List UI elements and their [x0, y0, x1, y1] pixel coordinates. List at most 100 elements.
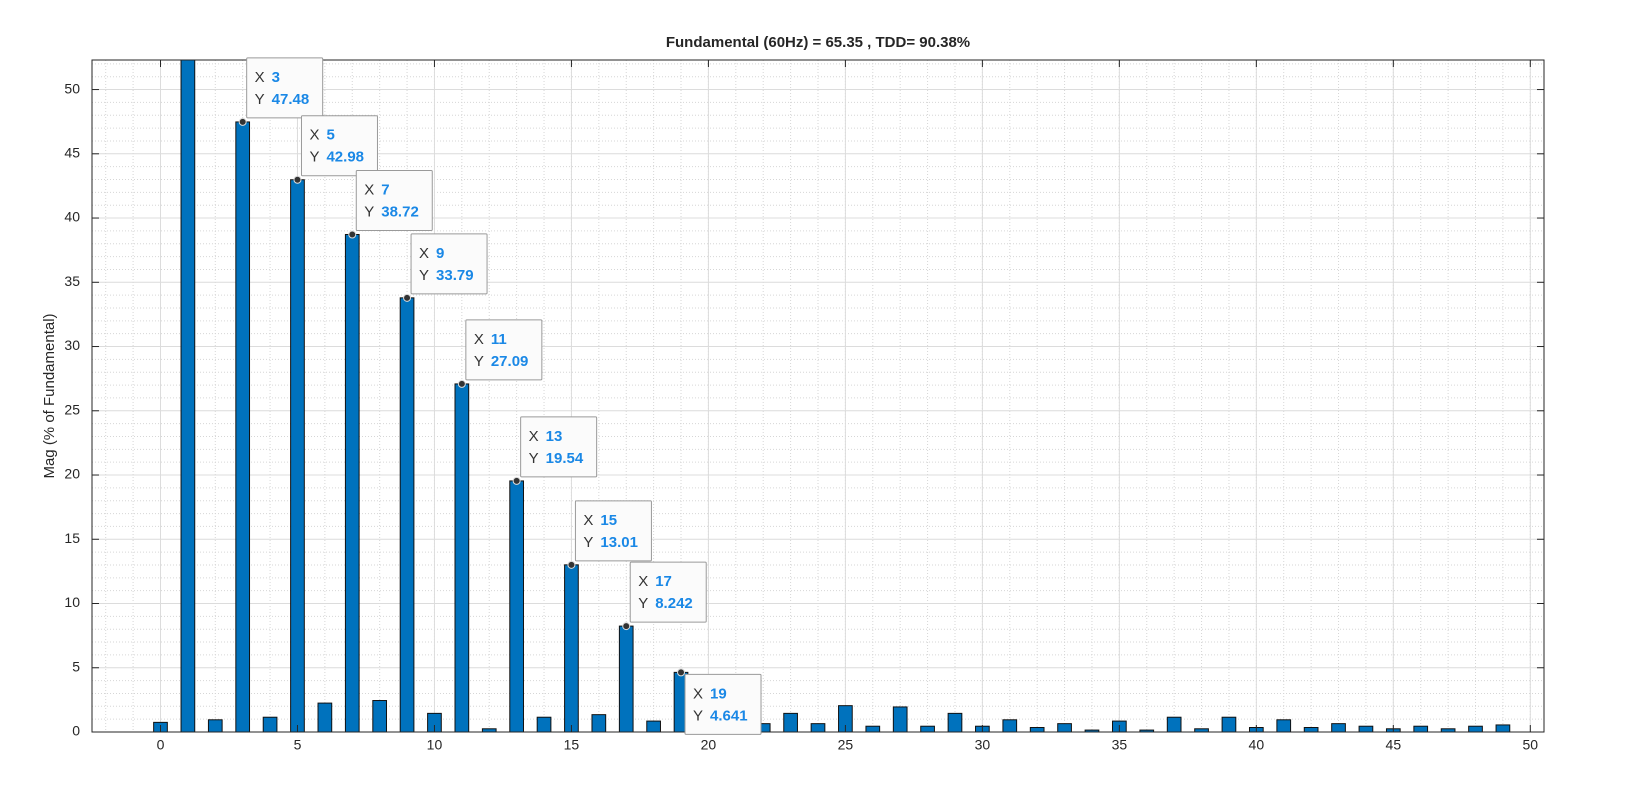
datatip-x-value: 7: [381, 181, 389, 198]
datatip-x-key: X: [474, 331, 484, 348]
datatip-point: [348, 230, 357, 239]
datatip-box: [300, 115, 378, 177]
datatip-box: [410, 233, 488, 295]
x-tick-label: 10: [427, 737, 443, 753]
x-tick-label: 50: [1523, 737, 1539, 753]
bar: [372, 700, 388, 732]
datatip-x-value: 15: [600, 512, 617, 529]
bar: [1331, 723, 1346, 732]
datatip-x-value: 3: [272, 69, 280, 86]
bar: [481, 728, 497, 732]
y-axis-label: Mag (% of Fundamental): [41, 313, 58, 478]
datatip-box: [246, 57, 324, 119]
datatip-x-value: 19: [710, 685, 727, 702]
datatips: X 3Y 47.48X 5Y 42.98X 7Y 38.72X 9Y 33.79X 11Y 27.0…: [238, 57, 762, 735]
datatip-point: [293, 175, 302, 184]
y-tick-label: 45: [64, 145, 80, 161]
datatip-point: [512, 476, 521, 485]
x-tick-label: 45: [1386, 737, 1402, 753]
bar: [1468, 725, 1483, 732]
bar: [262, 716, 278, 732]
datatip: X 7Y 38.72: [348, 169, 433, 239]
bar: [1221, 716, 1237, 732]
y-tick-label: 10: [64, 594, 80, 610]
datatip-box: [520, 416, 598, 478]
grid: [92, 60, 1544, 733]
bar: [838, 705, 853, 732]
datatip-point: [567, 560, 576, 569]
y-tick-label: 0: [72, 723, 80, 739]
bars: [153, 60, 1511, 732]
datatip-point: [622, 622, 631, 631]
y-tick-label: 15: [64, 530, 80, 546]
bar: [1303, 727, 1319, 732]
datatip-y-key: Y: [693, 707, 703, 724]
bar: [1358, 725, 1374, 732]
datatip-y-value: 42.98: [326, 149, 364, 166]
bar: [1166, 716, 1182, 732]
bar: [783, 712, 798, 732]
datatip-box: [355, 169, 433, 231]
bar: [1413, 725, 1429, 732]
y-tick-label: 40: [64, 209, 80, 225]
x-tick-label: 5: [294, 737, 302, 753]
datatip-y-value: 27.09: [491, 353, 529, 370]
datatip-y-key: Y: [309, 149, 319, 166]
datatip-point: [457, 379, 466, 388]
datatip-x-key: X: [309, 127, 319, 144]
datatip: X 3Y 47.48: [238, 57, 324, 126]
bar: [536, 716, 552, 732]
datatip-x-value: 11: [491, 331, 507, 348]
bar: [920, 725, 935, 732]
bar: [1194, 728, 1209, 732]
bar: [317, 702, 333, 732]
bar: [892, 706, 908, 732]
datatip: X 11 Y 27.09: [457, 319, 543, 388]
datatip-box: [684, 673, 762, 735]
datatip-x-key: X: [419, 245, 429, 262]
datatip-box: [574, 500, 652, 562]
bar: [1495, 724, 1511, 732]
datatip: X 17 Y 8.242: [622, 561, 707, 631]
bar: [1440, 728, 1456, 732]
datatip-y-value: 13.01: [600, 534, 638, 551]
bar: [1002, 719, 1018, 732]
x-tick-label: 25: [838, 737, 854, 753]
bar: [1276, 719, 1292, 732]
datatip-x-value: 9: [436, 245, 444, 262]
bar: [564, 564, 579, 732]
datatip-y-key: Y: [474, 353, 484, 370]
datatip-x-value: 17: [655, 573, 672, 590]
datatip: X 15 Y 13.01: [567, 500, 652, 569]
datatip-y-value: 19.54: [546, 450, 584, 467]
datatip-y-value: 8.242: [655, 595, 693, 612]
datatip-point: [238, 117, 247, 126]
datatip-x-key: X: [583, 512, 593, 529]
bar: [591, 714, 607, 732]
bar: [947, 712, 963, 732]
datatip-y-value: 4.641: [710, 707, 748, 724]
datatip: X 19 Y 4.641: [677, 668, 762, 735]
datatip-y-key: Y: [255, 91, 265, 108]
bar: [865, 725, 881, 732]
datatip-y-value: 38.72: [381, 203, 419, 220]
bar: [207, 719, 223, 732]
datatip-y-key: Y: [364, 203, 374, 220]
datatip-x-key: X: [529, 428, 539, 445]
datatip: X 9Y 33.79: [403, 233, 488, 302]
chart-title: Fundamental (60Hz) = 65.35 , TDD= 90.38%: [666, 34, 970, 51]
x-tick-label: 35: [1112, 737, 1128, 753]
datatip-x-key: X: [255, 69, 265, 86]
datatip-y-value: 33.79: [436, 267, 474, 284]
datatip: X 5Y 42.98: [293, 115, 378, 184]
bar: [509, 480, 524, 732]
datatip-y-key: Y: [419, 267, 429, 284]
y-tick-label: 5: [72, 658, 80, 674]
x-tick-label: 15: [564, 737, 580, 753]
bar: [454, 383, 470, 732]
datatip-y-key: Y: [583, 534, 593, 551]
bar: [810, 723, 826, 732]
